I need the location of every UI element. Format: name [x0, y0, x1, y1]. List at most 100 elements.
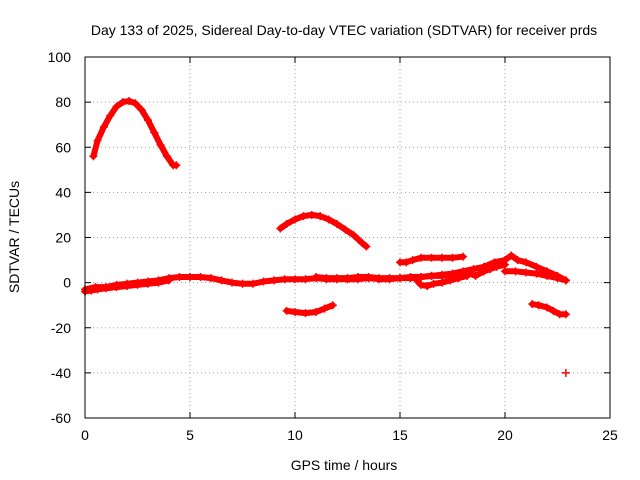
data-point — [291, 307, 299, 316]
data-point — [396, 274, 404, 283]
data-point — [532, 269, 541, 278]
data-point — [543, 303, 551, 312]
data-point — [291, 275, 299, 284]
data-point — [549, 306, 558, 315]
data-point — [534, 301, 543, 310]
data-point — [429, 279, 438, 288]
data-point — [270, 276, 278, 285]
x-tick-label: 10 — [287, 427, 303, 443]
plot-frame — [84, 56, 611, 419]
data-point — [196, 272, 205, 281]
data-point — [312, 272, 320, 281]
data-point — [522, 268, 530, 277]
data-point — [362, 242, 371, 251]
data-point — [112, 102, 121, 111]
data-point — [125, 96, 134, 105]
data-point — [349, 231, 358, 240]
data-point — [89, 152, 98, 161]
data-point — [307, 210, 316, 219]
data-point — [553, 274, 562, 283]
data-point — [217, 276, 226, 285]
y-tick-label: -20 — [51, 320, 71, 336]
data-point — [249, 279, 257, 288]
data-point — [93, 285, 102, 294]
x-tick-label: 20 — [497, 427, 513, 443]
data-point — [417, 272, 425, 281]
chart-title: Day 133 of 2025, Sidereal Day-to-day VTE… — [91, 22, 597, 38]
data-point — [106, 111, 115, 120]
data-point — [480, 267, 488, 276]
data-point — [412, 276, 421, 285]
data-point — [301, 309, 310, 318]
data-point — [423, 282, 432, 291]
data-point — [507, 251, 516, 260]
axis-ticks: 0 5 10 15 20 25 -60 -40 -20 0 20 40 60 80 100 — [48, 49, 618, 443]
data-point — [280, 275, 289, 284]
data-point — [438, 253, 446, 262]
data-point — [402, 258, 411, 267]
data-point — [543, 271, 551, 280]
data-point — [438, 270, 446, 279]
data-point — [282, 306, 291, 315]
data-point — [133, 280, 142, 289]
data-point — [459, 252, 467, 261]
data-point — [172, 161, 181, 170]
data-point — [427, 271, 436, 280]
plot-area — [81, 96, 570, 377]
grid — [85, 57, 610, 418]
data-point — [486, 265, 495, 274]
data-point — [123, 282, 131, 291]
y-tick-label: -60 — [51, 410, 71, 426]
data-point — [93, 136, 102, 145]
data-point — [154, 278, 163, 287]
data-point — [522, 258, 530, 267]
y-tick-label: 40 — [55, 184, 71, 200]
data-point — [324, 215, 333, 224]
y-tick-label: 60 — [55, 139, 71, 155]
data-point — [118, 98, 127, 107]
y-tick-label: -40 — [51, 365, 71, 381]
data-point — [343, 274, 352, 283]
data-point — [385, 274, 394, 283]
x-tick-label: 15 — [392, 427, 408, 443]
data-point — [511, 267, 520, 276]
data-point — [501, 260, 509, 269]
x-tick-label: 5 — [186, 427, 194, 443]
data-point — [301, 275, 310, 284]
y-tick-label: 100 — [48, 49, 72, 65]
data-point — [259, 277, 268, 286]
data-point — [162, 152, 171, 161]
data-point — [358, 239, 367, 248]
y-tick-label: 80 — [55, 94, 71, 110]
x-tick-label: 0 — [81, 427, 89, 443]
data-point — [501, 267, 509, 276]
data-point — [112, 283, 121, 292]
data-point — [291, 215, 299, 224]
data-point — [465, 269, 474, 278]
series-arc-6 — [481, 252, 569, 284]
data-point — [328, 301, 337, 310]
data-point — [375, 274, 383, 283]
data-point — [137, 106, 146, 115]
data-point — [207, 274, 215, 283]
data-point — [532, 262, 541, 271]
data-point — [99, 122, 108, 131]
data-point — [228, 278, 236, 287]
data-point — [144, 116, 152, 125]
data-point — [131, 99, 140, 108]
data-point — [354, 272, 362, 281]
data-point — [276, 224, 285, 233]
data-point — [316, 212, 325, 221]
data-point — [417, 253, 425, 262]
data-point — [448, 269, 457, 278]
data-point — [175, 272, 184, 281]
data-point — [144, 279, 152, 288]
x-axis-label: GPS time / hours — [291, 457, 398, 473]
data-point — [561, 276, 570, 285]
data-point — [528, 300, 537, 309]
y-tick-label: 20 — [55, 230, 71, 246]
x-tick-label: 25 — [602, 427, 618, 443]
data-point — [448, 253, 457, 262]
data-point — [320, 304, 329, 313]
data-point — [408, 256, 417, 265]
